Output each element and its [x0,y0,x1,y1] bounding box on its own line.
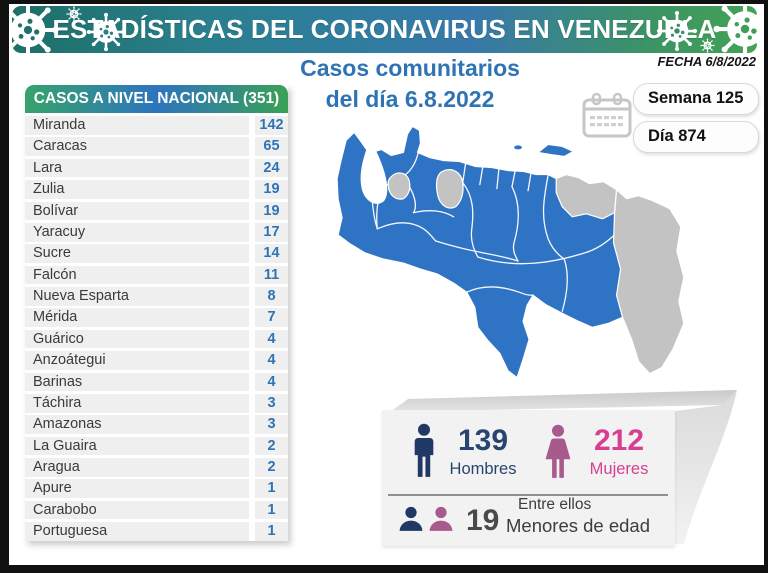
women-count: 212 [593,424,645,457]
table-row: Lara [25,158,249,178]
table-row: Falcón [25,265,249,285]
table-row: Caracas [25,137,249,157]
table-value: 1 [255,522,288,541]
national-cases-table: CASOS A NIVEL NACIONAL (351) Miranda 142 … [25,85,288,541]
table-value: 7 [255,308,288,328]
date-label: FECHA 6/8/2022 [657,54,756,69]
virus-icon [656,10,698,52]
table-row: Aragua [25,458,249,477]
virus-icon [66,6,82,22]
subtitle: Casos comunitarios del día 6.8.2022 [275,53,545,115]
table-row: Carabobo [25,500,249,520]
table-row: Anzoátegui [25,351,249,370]
week-badge: Semana 125 [633,83,759,115]
minors-line2: Menores de edad [506,515,650,536]
men-label: Hombres [449,460,517,478]
women-stat: 212 Mujeres [572,426,666,479]
men-stat: 139 Hombres [437,426,529,479]
table-row: Mérida [25,308,249,328]
bust-icon-male [399,506,423,531]
table-row: Guárico [25,329,249,349]
table-value: 14 [255,244,288,263]
inactive-region [435,169,464,209]
table-row: Amazonas [25,415,249,434]
woman-icon [545,424,571,478]
table-row: Nueva Esparta [25,287,249,306]
table-row: Bolívar [25,201,249,221]
table-rows: Miranda 142 Caracas 65 Lara 24 Zulia 19 Bolí… [25,116,288,541]
calendar-icon [582,92,632,138]
table-row: Táchira [25,393,249,413]
table-value: 2 [255,458,288,477]
subtitle-line1: Casos comunitarios [300,55,520,81]
men-count: 139 [457,424,509,457]
table-row: Yaracuy [25,222,249,242]
table-value: 1 [255,479,288,499]
table-value: 65 [255,137,288,157]
panel-divider [388,494,668,496]
man-icon [414,423,434,477]
lake-maracaibo [360,143,388,204]
gender-stats-panel: 139 Hombres 212 Mujeres 19 Entre ellos M… [382,410,675,546]
minors-count: 19 [466,504,500,537]
table-value: 1 [255,500,288,520]
virus-icon [86,12,126,52]
table-value: 2 [255,436,288,456]
women-label: Mujeres [589,460,649,478]
venezuela-map [336,125,685,379]
table-row: La Guaira [25,436,249,456]
table-row: Miranda [25,116,249,135]
table-value: 4 [255,351,288,370]
table-value: 24 [255,158,288,178]
table-row: Barinas [25,372,249,392]
state-borders [368,150,618,312]
minors-caption: Entre ellos Menores de edad [506,496,676,537]
inactive-region [387,172,411,200]
table-value: 142 [255,116,288,135]
virus-icon [700,38,715,53]
table-row: Sucre [25,244,249,263]
virus-icon [12,6,60,53]
inactive-region-esequibo [612,189,685,375]
table-value: 3 [255,415,288,434]
paria-peninsula [537,143,574,158]
table-value: 17 [255,222,288,242]
virus-icon [712,6,757,53]
table-value: 11 [255,265,288,285]
table-value: 8 [255,287,288,306]
header-banner: ESTADÍSTICAS DEL CORONAVIRUS EN VENEZUEL… [12,6,757,53]
table-value: 19 [255,180,288,199]
day-badge: Día 874 [633,121,759,153]
table-row: Portuguesa [25,522,249,541]
table-value: 4 [255,329,288,349]
table-value: 4 [255,372,288,392]
bust-icon-female [429,506,453,531]
table-value: 3 [255,393,288,413]
page-title: ESTADÍSTICAS DEL CORONAVIRUS EN VENEZUEL… [52,14,717,44]
table-row: Apure [25,479,249,499]
table-value: 19 [255,201,288,221]
table-header: CASOS A NIVEL NACIONAL (351) [25,85,288,113]
subtitle-line2: del día 6.8.2022 [325,86,495,112]
panel-3d-lid [390,390,737,544]
margarita-island [512,144,524,151]
infographic: ESTADÍSTICAS DEL CORONAVIRUS EN VENEZUEL… [9,4,764,565]
minors-line1: Entre ellos [518,496,592,513]
table-row: Zulia [25,180,249,199]
